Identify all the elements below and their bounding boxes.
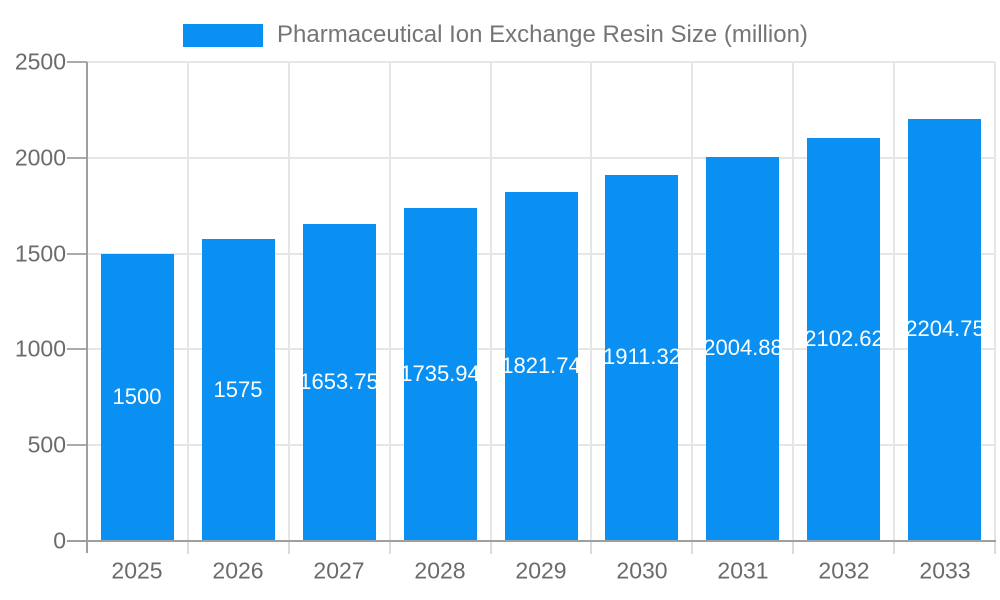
y-axis-tick-label: 0 — [53, 527, 66, 554]
x-axis-tick-label: 2026 — [212, 557, 264, 584]
y-axis-tick-label: 2500 — [14, 48, 66, 75]
h-gridline — [87, 61, 995, 63]
v-gridline — [490, 62, 492, 541]
y-axis-tick-label: 1500 — [14, 240, 66, 267]
x-axis-tick — [590, 541, 592, 554]
y-axis-tick-label: 1000 — [14, 335, 66, 362]
x-axis-line — [67, 540, 996, 542]
bar — [505, 192, 578, 540]
x-axis-tick-label: 2033 — [919, 557, 971, 584]
chart-title: Pharmaceutical Ion Exchange Resin Size (… — [277, 21, 808, 48]
x-axis-tick-label: 2025 — [111, 557, 163, 584]
y-axis-tick — [67, 157, 87, 159]
v-gridline — [288, 62, 290, 541]
v-gridline — [792, 62, 794, 541]
bar — [908, 119, 981, 540]
bar-value-label: 1735.94 — [400, 361, 480, 386]
x-axis-tick — [288, 541, 290, 554]
bar-value-label: 1575 — [213, 377, 263, 402]
x-axis-tick-label: 2031 — [717, 557, 769, 584]
x-axis-tick — [893, 541, 895, 554]
y-axis-tick — [67, 61, 87, 63]
v-gridline — [187, 62, 189, 541]
legend-swatch — [183, 23, 263, 47]
x-axis-tick-label: 2030 — [616, 557, 668, 584]
x-axis-tick — [994, 541, 996, 554]
bar — [202, 239, 275, 540]
bar — [706, 157, 779, 540]
v-gridline — [994, 62, 996, 541]
bar-value-label: 1500 — [112, 384, 162, 409]
y-axis-tick-label: 500 — [27, 431, 66, 458]
v-gridline — [691, 62, 693, 541]
y-axis-tick — [67, 253, 87, 255]
v-gridline — [389, 62, 391, 541]
x-axis-tick-label: 2029 — [515, 557, 567, 584]
bar — [303, 224, 376, 540]
x-axis-tick-label: 2032 — [818, 557, 870, 584]
bar-value-label: 1653.75 — [299, 369, 379, 394]
bar — [101, 254, 174, 540]
y-axis-tick — [67, 444, 87, 446]
bar-value-label: 2004.88 — [703, 335, 783, 360]
bar-value-label: 2204.75 — [905, 316, 985, 341]
x-axis-tick-label: 2028 — [414, 557, 466, 584]
x-axis-tick — [490, 541, 492, 554]
x-axis-tick-label: 2027 — [313, 557, 365, 584]
x-axis-tick — [792, 541, 794, 554]
y-axis-line — [86, 62, 88, 553]
bar — [605, 175, 678, 540]
y-axis-tick-label: 2000 — [14, 144, 66, 171]
x-axis-tick — [389, 541, 391, 554]
bar-value-label: 1821.74 — [501, 353, 581, 378]
bar — [807, 138, 880, 540]
x-axis-tick — [187, 541, 189, 554]
y-axis-tick — [67, 348, 87, 350]
h-gridline — [87, 157, 995, 159]
bar — [404, 208, 477, 540]
bar-value-label: 1911.32 — [603, 344, 681, 369]
v-gridline — [590, 62, 592, 541]
x-axis-tick — [691, 541, 693, 554]
v-gridline — [893, 62, 895, 541]
bar-value-label: 2102.62 — [804, 326, 884, 351]
chart-legend: Pharmaceutical Ion Exchange Resin Size (… — [183, 21, 808, 49]
